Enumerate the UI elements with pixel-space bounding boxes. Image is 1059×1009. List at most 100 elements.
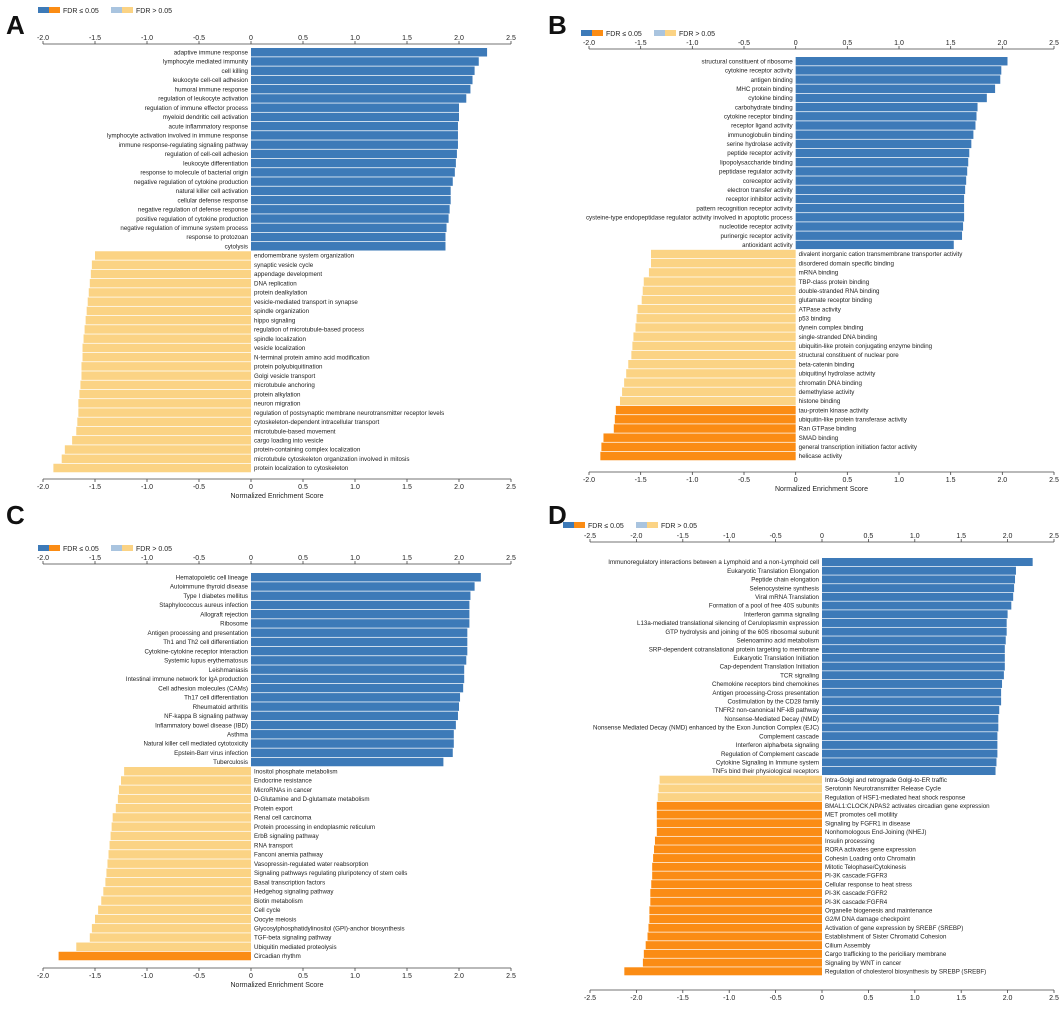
tick-label: -2.0: [583, 40, 595, 47]
category-label: negative regulation of immune system pro…: [120, 225, 248, 232]
tick-label: -0.5: [770, 533, 782, 540]
category-label: TGF-beta signaling pathway: [254, 935, 332, 942]
category-label: cysteine-type endopeptidase regulator ac…: [586, 215, 793, 222]
bar: [795, 240, 954, 250]
legend-swatch: [654, 30, 665, 36]
top-axis: -2.5 -2.0 -1.5 -1.0 -0.5 0 0.5 1.0 1.5 2.0 2.5: [584, 533, 1059, 543]
category-label: microtubule anchoring: [254, 382, 315, 389]
tick-label: -0.5: [193, 973, 205, 980]
bar: [822, 662, 1005, 671]
tick-label: 0.5: [298, 484, 308, 491]
bars: Hematopoietic cell lineage Autoimmune thy…: [58, 573, 481, 961]
bar: [601, 442, 796, 452]
tick-label: -1.0: [141, 35, 153, 42]
legend-swatch: [592, 30, 603, 36]
bar: [822, 575, 1016, 584]
category-label: cell killing: [222, 68, 249, 75]
category-label: cargo loading into vesicle: [254, 437, 324, 444]
category-label: cytokine receptor binding: [724, 114, 793, 121]
tick-label: 2.5: [1049, 533, 1059, 540]
category-label: Cellular response to heat stress: [825, 881, 912, 888]
category-label: Tuberculosis: [213, 759, 248, 766]
tick-label: 2.5: [506, 484, 516, 491]
bar: [85, 315, 251, 325]
bar: [642, 958, 822, 967]
bottom-axis: -2.0 -1.5 -1.0 -0.5 0 0.5 1.0 1.5 2.0 2.5 Normaliz…: [583, 471, 1059, 493]
category-label: MHC protein binding: [736, 86, 793, 93]
category-label: Fanconi anemia pathway: [254, 852, 324, 859]
tick-label: -2.0: [630, 533, 642, 540]
legend-swatch: [111, 7, 122, 13]
bottom-axis: -2.5-2.0-1.5-1.0-0.500.51.01.52.02.5Norm…: [584, 989, 1059, 1009]
category-label: Protein processing in endoplasmic reticu…: [254, 824, 375, 831]
category-label: Oocyte meiosis: [254, 916, 296, 923]
category-label: Immunoregulatory interactions between a …: [608, 559, 819, 566]
tick-label: -2.0: [583, 477, 595, 484]
legend: FDR ≤ 0.05 FDR > 0.05: [38, 7, 172, 15]
category-label: appendage development: [254, 271, 322, 278]
bar: [251, 214, 449, 223]
bar: [628, 360, 796, 369]
category-label: positive regulation of cytokine producti…: [136, 216, 248, 223]
category-label: Glycosylphosphatidylinositol (GPI)-ancho…: [254, 925, 405, 932]
bar: [251, 57, 479, 66]
category-label: Mitotic Telophase/Cytokinesis: [825, 864, 906, 871]
category-label: protein localization to cytoskeleton: [254, 465, 349, 472]
category-label: glutamate receptor binding: [799, 297, 873, 304]
bar: [656, 827, 822, 836]
bar: [95, 251, 251, 260]
legend-label: FDR ≤ 0.05: [606, 31, 642, 38]
tick-label: 2.5: [506, 35, 516, 42]
category-label: regulation of leukocyte activation: [158, 96, 248, 103]
bar: [632, 341, 796, 351]
bar: [251, 112, 459, 122]
category-label: receptor ligand activity: [731, 123, 793, 130]
bar: [64, 445, 251, 454]
bar: [795, 57, 1008, 66]
bar: [88, 288, 251, 297]
tick-label: 0.5: [298, 555, 308, 562]
bar: [82, 343, 252, 353]
bars: Immunoregulatory interactions between a …: [593, 558, 1033, 975]
bar: [83, 334, 251, 343]
category-label: vesicle localization: [254, 345, 306, 352]
legend-swatch: [38, 545, 49, 551]
bar: [624, 378, 796, 387]
bottom-axis: -2.0 -1.5 -1.0 -0.5 0 0.5 1.0 1.5 2.0 2.5 Normaliz…: [37, 967, 516, 989]
tick-label: -0.5: [738, 477, 750, 484]
bar: [637, 304, 796, 314]
tick-label: 1.0: [910, 533, 920, 540]
tick-label: -0.5: [193, 555, 205, 562]
category-label: Selenocysteine synthesis: [750, 585, 819, 592]
x-axis-label: Normalized Enrichment Score: [231, 982, 324, 989]
tick-label: -2.0: [37, 484, 49, 491]
category-label: Protein export: [254, 805, 293, 812]
category-label: Th17 cell differentiation: [184, 695, 248, 702]
tick-label: 2.0: [454, 484, 464, 491]
panel-c: C FDR ≤ 0.05 FDR > 0.05 -2.0 -1.5 -1.0 -0.5 0 0.…: [6, 500, 516, 989]
bar: [648, 268, 796, 277]
tick-label: -0.5: [193, 35, 205, 42]
bar: [795, 112, 977, 121]
bar: [822, 740, 998, 749]
tick-label: 0: [820, 995, 824, 1002]
tick-label: -1.0: [141, 484, 153, 491]
category-label: Nonsense Mediated Decay (NMD) enhanced b…: [593, 725, 819, 732]
bar: [251, 702, 459, 711]
panel-letter: C: [6, 500, 25, 530]
category-label: Nonsense-Mediated Decay (NMD): [724, 716, 819, 723]
category-label: GTP hydrolysis and joining of the 60S ri…: [665, 629, 819, 636]
bar: [251, 748, 453, 758]
bar: [251, 195, 451, 205]
category-label: lymphocyte activation involved in immune…: [107, 133, 249, 140]
tick-label: 2.5: [1049, 477, 1059, 484]
bar: [89, 278, 251, 288]
category-label: Costimulation by the CD28 family: [728, 699, 820, 706]
category-label: negative regulation of defense response: [138, 207, 249, 214]
category-label: serine hydrolase activity: [727, 141, 794, 148]
category-label: D-Glutamine and D-glutamate metabolism: [254, 796, 370, 803]
category-label: protein alkylation: [254, 391, 301, 398]
category-label: spindle localization: [254, 336, 306, 343]
bar: [642, 286, 796, 295]
tick-label: -2.0: [630, 995, 642, 1002]
